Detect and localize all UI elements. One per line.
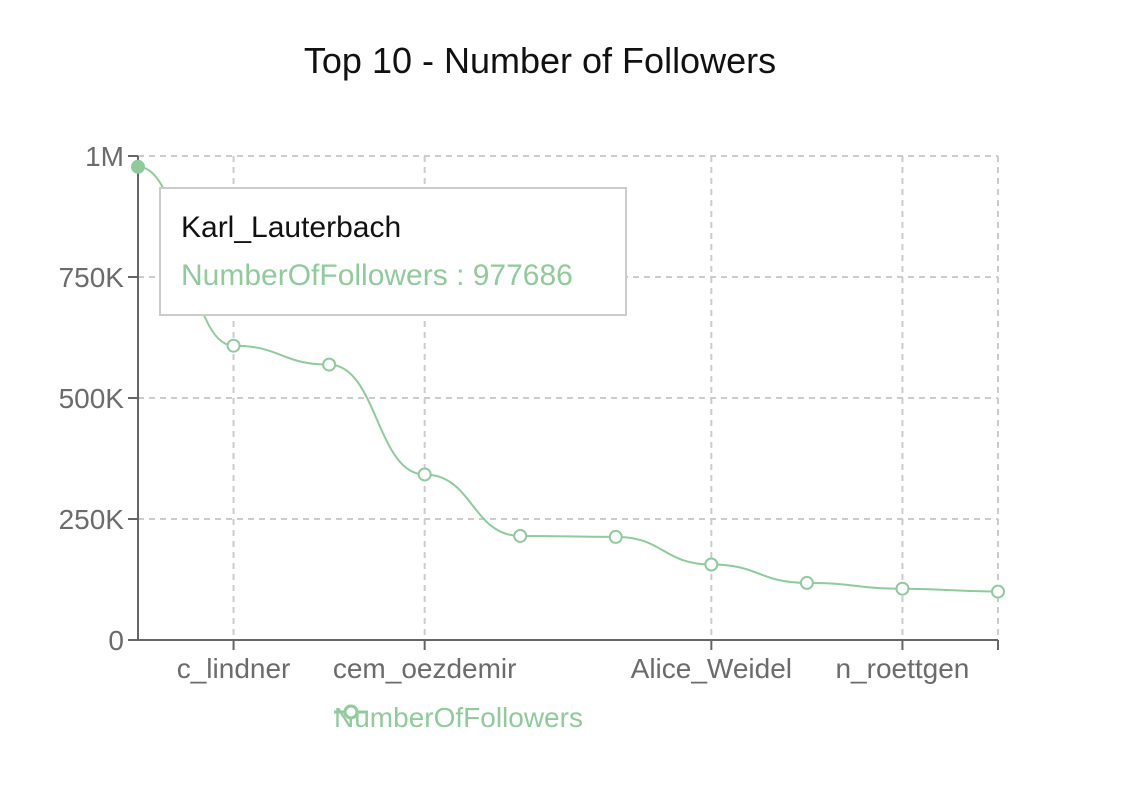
y-tick-label: 750K — [59, 262, 125, 293]
data-point — [226, 338, 241, 353]
y-tick-label: 250K — [59, 504, 125, 535]
data-point — [704, 557, 719, 572]
data-point — [322, 357, 337, 372]
data-point — [608, 529, 623, 544]
x-tick-label: Alice_Weidel — [631, 653, 792, 684]
legend-label: NumberOfFollowers — [334, 702, 583, 733]
data-point — [513, 528, 528, 543]
y-tick-label: 1M — [85, 141, 124, 172]
x-tick-label: cem_oezdemir — [333, 653, 517, 684]
chart-title: Top 10 - Number of Followers — [303, 40, 777, 81]
y-tick-label: 0 — [108, 625, 124, 656]
data-point — [991, 584, 1005, 599]
data-point — [895, 581, 910, 596]
active-data-point — [131, 159, 145, 174]
legend-line-icon — [334, 704, 368, 720]
tooltip-label: Karl_Lauterbach — [181, 211, 402, 244]
legend[interactable]: NumberOfFollowers — [334, 702, 583, 734]
data-point — [417, 467, 432, 482]
x-tick-label: c_lindner — [177, 653, 291, 684]
tooltip: Karl_Lauterbach NumberOfFollowers : 9776… — [159, 187, 627, 316]
data-point — [799, 575, 814, 590]
tooltip-value: NumberOfFollowers : 977686 — [181, 259, 573, 292]
x-tick-label: n_roettgen — [835, 653, 969, 684]
y-tick-label: 500K — [59, 383, 125, 414]
